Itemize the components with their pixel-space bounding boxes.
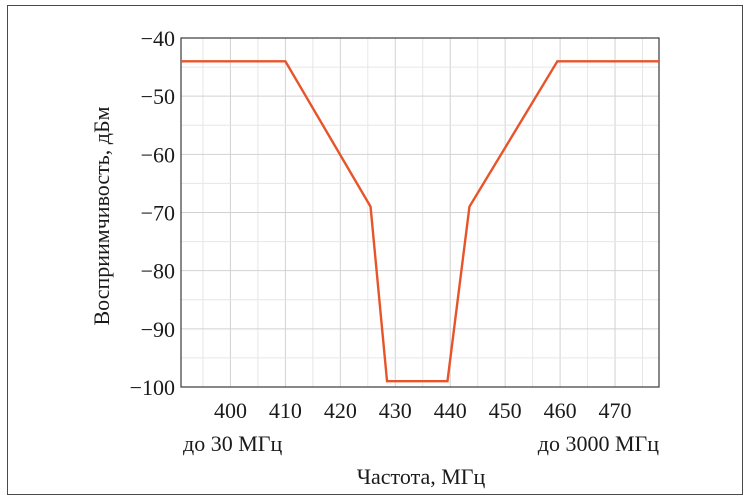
x-extra-label-right: до 3000 МГц	[538, 431, 659, 456]
x-tick-label: 440	[434, 398, 467, 423]
grid	[181, 37, 659, 388]
plot-area	[180, 37, 660, 388]
x-tick-label: 450	[489, 398, 522, 423]
x-axis-ticks: 400 410 420 430 440 450 460 470	[214, 398, 632, 423]
y-axis-label: Восприимчивость, дБм	[89, 106, 114, 325]
y-axis-ticks: −40 −50 −60 −70 −80 −90 −100	[130, 26, 175, 400]
x-tick-label: 460	[544, 398, 577, 423]
x-tick-label: 420	[324, 398, 357, 423]
y-tick-label: −100	[130, 375, 175, 400]
x-tick-label: 400	[214, 398, 247, 423]
y-tick-label: −90	[141, 317, 175, 342]
x-tick-label: 470	[599, 398, 632, 423]
y-tick-label: −40	[141, 26, 175, 51]
x-tick-label: 410	[269, 398, 302, 423]
y-tick-label: −50	[141, 84, 175, 109]
x-tick-label: 430	[379, 398, 412, 423]
x-extra-label-left: до 30 МГц	[183, 431, 282, 456]
y-tick-label: −70	[141, 201, 175, 226]
series-line	[181, 60, 659, 383]
y-tick-label: −80	[141, 259, 175, 284]
x-axis-label: Частота, МГц	[357, 464, 486, 489]
y-tick-label: −60	[141, 142, 175, 167]
